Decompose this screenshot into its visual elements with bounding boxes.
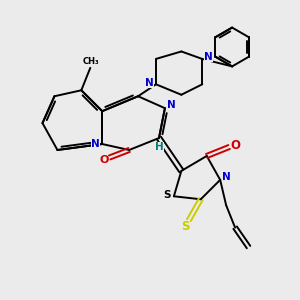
Text: S: S (164, 190, 171, 200)
Text: N: N (145, 78, 154, 88)
Text: N: N (205, 52, 213, 62)
Text: N: N (91, 139, 100, 149)
Text: H: H (155, 142, 164, 152)
Text: CH₃: CH₃ (82, 57, 99, 66)
Text: O: O (231, 139, 241, 152)
Text: N: N (167, 100, 176, 110)
Text: O: O (99, 155, 108, 166)
Text: S: S (182, 220, 190, 232)
Text: N: N (222, 172, 231, 182)
